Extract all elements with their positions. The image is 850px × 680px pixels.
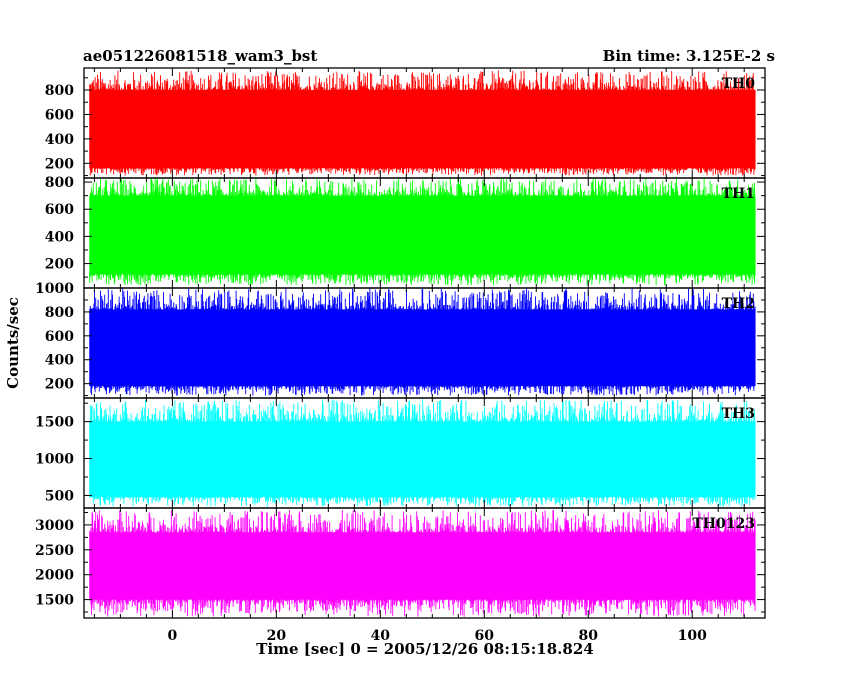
series-th1 — [89, 178, 756, 286]
y-tick-label-th0: 400 — [45, 132, 74, 148]
y-tick-label-th2: 800 — [45, 305, 74, 321]
y-tick-label-th0: 600 — [45, 107, 74, 123]
y-tick-label-th2: 1000 — [35, 281, 74, 297]
x-tick-label: 100 — [678, 628, 707, 644]
y-tick-label-th3: 1000 — [35, 452, 74, 468]
y-tick-label-th0: 200 — [45, 156, 74, 172]
x-tick-label: 80 — [579, 628, 599, 644]
y-tick-label-th1: 600 — [45, 202, 74, 218]
x-tick-label: 20 — [267, 628, 287, 644]
y-tick-label-th0123: 1500 — [35, 593, 74, 609]
y-tick-label-th0123: 2000 — [35, 568, 74, 584]
chart-title: ae051226081518_wam3_bst — [83, 47, 317, 65]
series-label-th0123: TH0123 — [692, 516, 755, 532]
y-tick-label-th3: 500 — [45, 488, 74, 504]
y-tick-label-th3: 1500 — [35, 415, 74, 431]
series-th3 — [89, 399, 756, 507]
panel-frame-th0123 — [83, 507, 766, 619]
y-tick-label-th0: 800 — [45, 83, 74, 99]
series-label-th1: TH1 — [722, 186, 755, 202]
series-th2 — [89, 288, 756, 396]
y-tick-label-th2: 400 — [45, 353, 74, 369]
series-th0 — [89, 70, 756, 176]
series-label-th0: TH0 — [722, 76, 756, 92]
x-axis-label: Time [sec] 0 = 2005/12/26 08:15:18.824 — [256, 640, 593, 658]
y-tick-label-th1: 800 — [45, 175, 74, 191]
y-tick-label-th2: 200 — [45, 377, 74, 393]
y-tick-label-th0123: 2500 — [35, 543, 74, 559]
x-tick-label: 0 — [167, 628, 177, 644]
series-th0123 — [89, 510, 756, 617]
series-label-th3: TH3 — [722, 406, 755, 422]
y-tick-label-th1: 200 — [45, 257, 74, 273]
x-tick-label: 40 — [371, 628, 391, 644]
y-tick-label-th2: 600 — [45, 329, 74, 345]
x-tick-label: 60 — [475, 628, 495, 644]
y-axis-label: Counts/sec — [4, 297, 22, 389]
y-tick-label-th0123: 3000 — [35, 518, 74, 534]
series-label-th2: TH2 — [722, 296, 755, 312]
bin-time-label: Bin time: 3.125E-2 s — [603, 47, 775, 65]
y-tick-label-th1: 400 — [45, 229, 74, 245]
